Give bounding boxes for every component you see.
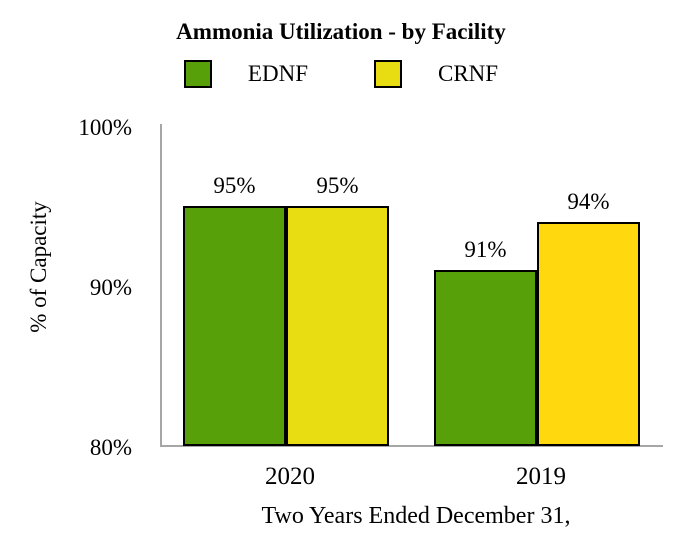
bar-value-label-ednf-2019: 91% [464,237,507,262]
x-axis-line [160,445,663,447]
y-axis-line [160,124,162,447]
legend-label-crnf: CRNF [437,61,499,86]
y-tick-label-100: 100% [78,115,132,140]
y-axis-title: % of Capacity [26,201,51,333]
y-tick-label-80: 80% [89,435,132,460]
x-axis-title: Two Years Ended December 31, [261,503,571,529]
x-tick-label-2020: 2020 [265,463,315,490]
legend-swatch-ednf [183,60,212,88]
bar-ednf-2020 [183,206,286,446]
bar-crnf-2019 [537,222,640,446]
bar-crnf-2020 [286,206,389,446]
bar-value-label-crnf-2020: 95% [316,173,359,198]
chart-title: Ammonia Utilization - by Facility [176,19,506,44]
bar-ednf-2019 [434,270,537,446]
legend-label-ednf: EDNF [247,61,308,86]
legend-item-crnf: CRNF [373,60,499,88]
y-tick-label-90: 90% [89,275,132,300]
bar-value-label-ednf-2020: 95% [213,173,256,198]
legend-item-ednf: EDNF [183,60,308,88]
x-tick-label-2019: 2019 [516,463,566,490]
legend-swatch-crnf [373,60,402,88]
legend: EDNF CRNF [0,60,682,88]
bar-value-label-crnf-2019: 94% [567,189,610,214]
